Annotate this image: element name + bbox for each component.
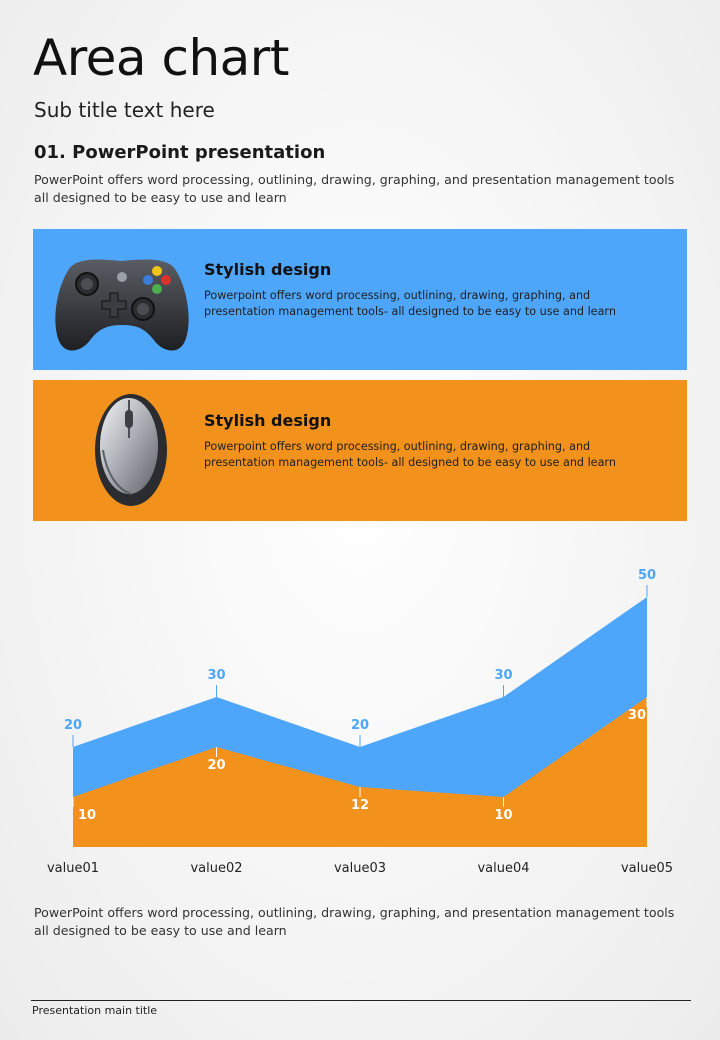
data-label: 12 (351, 798, 369, 813)
data-label: 20 (64, 718, 82, 733)
x-tick-label: value03 (334, 861, 386, 876)
gamepad-icon (55, 259, 189, 351)
page-title: Area chart (33, 29, 289, 87)
x-tick-label: value05 (621, 861, 673, 876)
area-chart: 20 30 20 30 50 10 20 12 10 30 value01 value02 value0… (47, 568, 673, 876)
area-series-2 (73, 697, 647, 847)
x-tick-label: value04 (477, 861, 529, 876)
banner-title: Stylish design (204, 411, 332, 430)
data-label: 20 (207, 758, 225, 773)
data-label: 20 (351, 718, 369, 733)
footer-divider (31, 1000, 691, 1001)
data-label: 30 (628, 708, 646, 723)
mouse-icon (95, 394, 167, 506)
data-label: 10 (78, 808, 96, 823)
banner-text: Powerpoint offers word processing, outli… (204, 289, 616, 318)
footer-title: Presentation main title (32, 1004, 158, 1017)
x-tick-label: value01 (47, 861, 99, 876)
data-label: 10 (494, 808, 512, 823)
page-subtitle: Sub title text here (34, 98, 215, 122)
section-heading: 01. PowerPoint presentation (34, 142, 326, 163)
banner-title: Stylish design (204, 260, 332, 279)
x-tick-label: value02 (190, 861, 242, 876)
banner-text: Powerpoint offers word processing, outli… (204, 440, 616, 469)
feature-banner-mouse: Stylish design Powerpoint offers word pr… (33, 380, 687, 521)
data-label: 30 (494, 668, 512, 683)
bottom-paragraph: PowerPoint offers word processing, outli… (34, 905, 675, 938)
feature-banner-gamepad: Stylish design Powerpoint offers word pr… (33, 229, 687, 370)
intro-paragraph: PowerPoint offers word processing, outli… (34, 172, 675, 205)
data-label: 30 (207, 668, 225, 683)
data-label: 50 (638, 568, 656, 583)
